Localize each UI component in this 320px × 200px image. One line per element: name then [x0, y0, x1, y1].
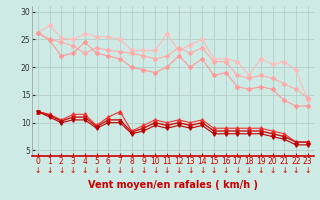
Text: ↓: ↓ [129, 166, 135, 175]
Text: ↓: ↓ [246, 166, 252, 175]
Text: ↓: ↓ [93, 166, 100, 175]
Text: ↓: ↓ [58, 166, 65, 175]
Text: ↓: ↓ [175, 166, 182, 175]
Text: ↓: ↓ [70, 166, 76, 175]
Text: ↓: ↓ [117, 166, 123, 175]
Text: ↓: ↓ [293, 166, 299, 175]
Text: ↓: ↓ [269, 166, 276, 175]
Text: ↓: ↓ [281, 166, 287, 175]
Text: ↓: ↓ [105, 166, 111, 175]
Text: ↓: ↓ [199, 166, 205, 175]
Text: ↓: ↓ [35, 166, 41, 175]
Text: ↓: ↓ [258, 166, 264, 175]
X-axis label: Vent moyen/en rafales ( km/h ): Vent moyen/en rafales ( km/h ) [88, 180, 258, 190]
Text: ↓: ↓ [82, 166, 88, 175]
Text: ↓: ↓ [305, 166, 311, 175]
Text: ↓: ↓ [140, 166, 147, 175]
Text: ↓: ↓ [164, 166, 170, 175]
Text: ↓: ↓ [46, 166, 53, 175]
Text: ↓: ↓ [187, 166, 194, 175]
Text: ↓: ↓ [211, 166, 217, 175]
Text: ↓: ↓ [152, 166, 158, 175]
Text: ↓: ↓ [222, 166, 229, 175]
Text: ↓: ↓ [234, 166, 241, 175]
